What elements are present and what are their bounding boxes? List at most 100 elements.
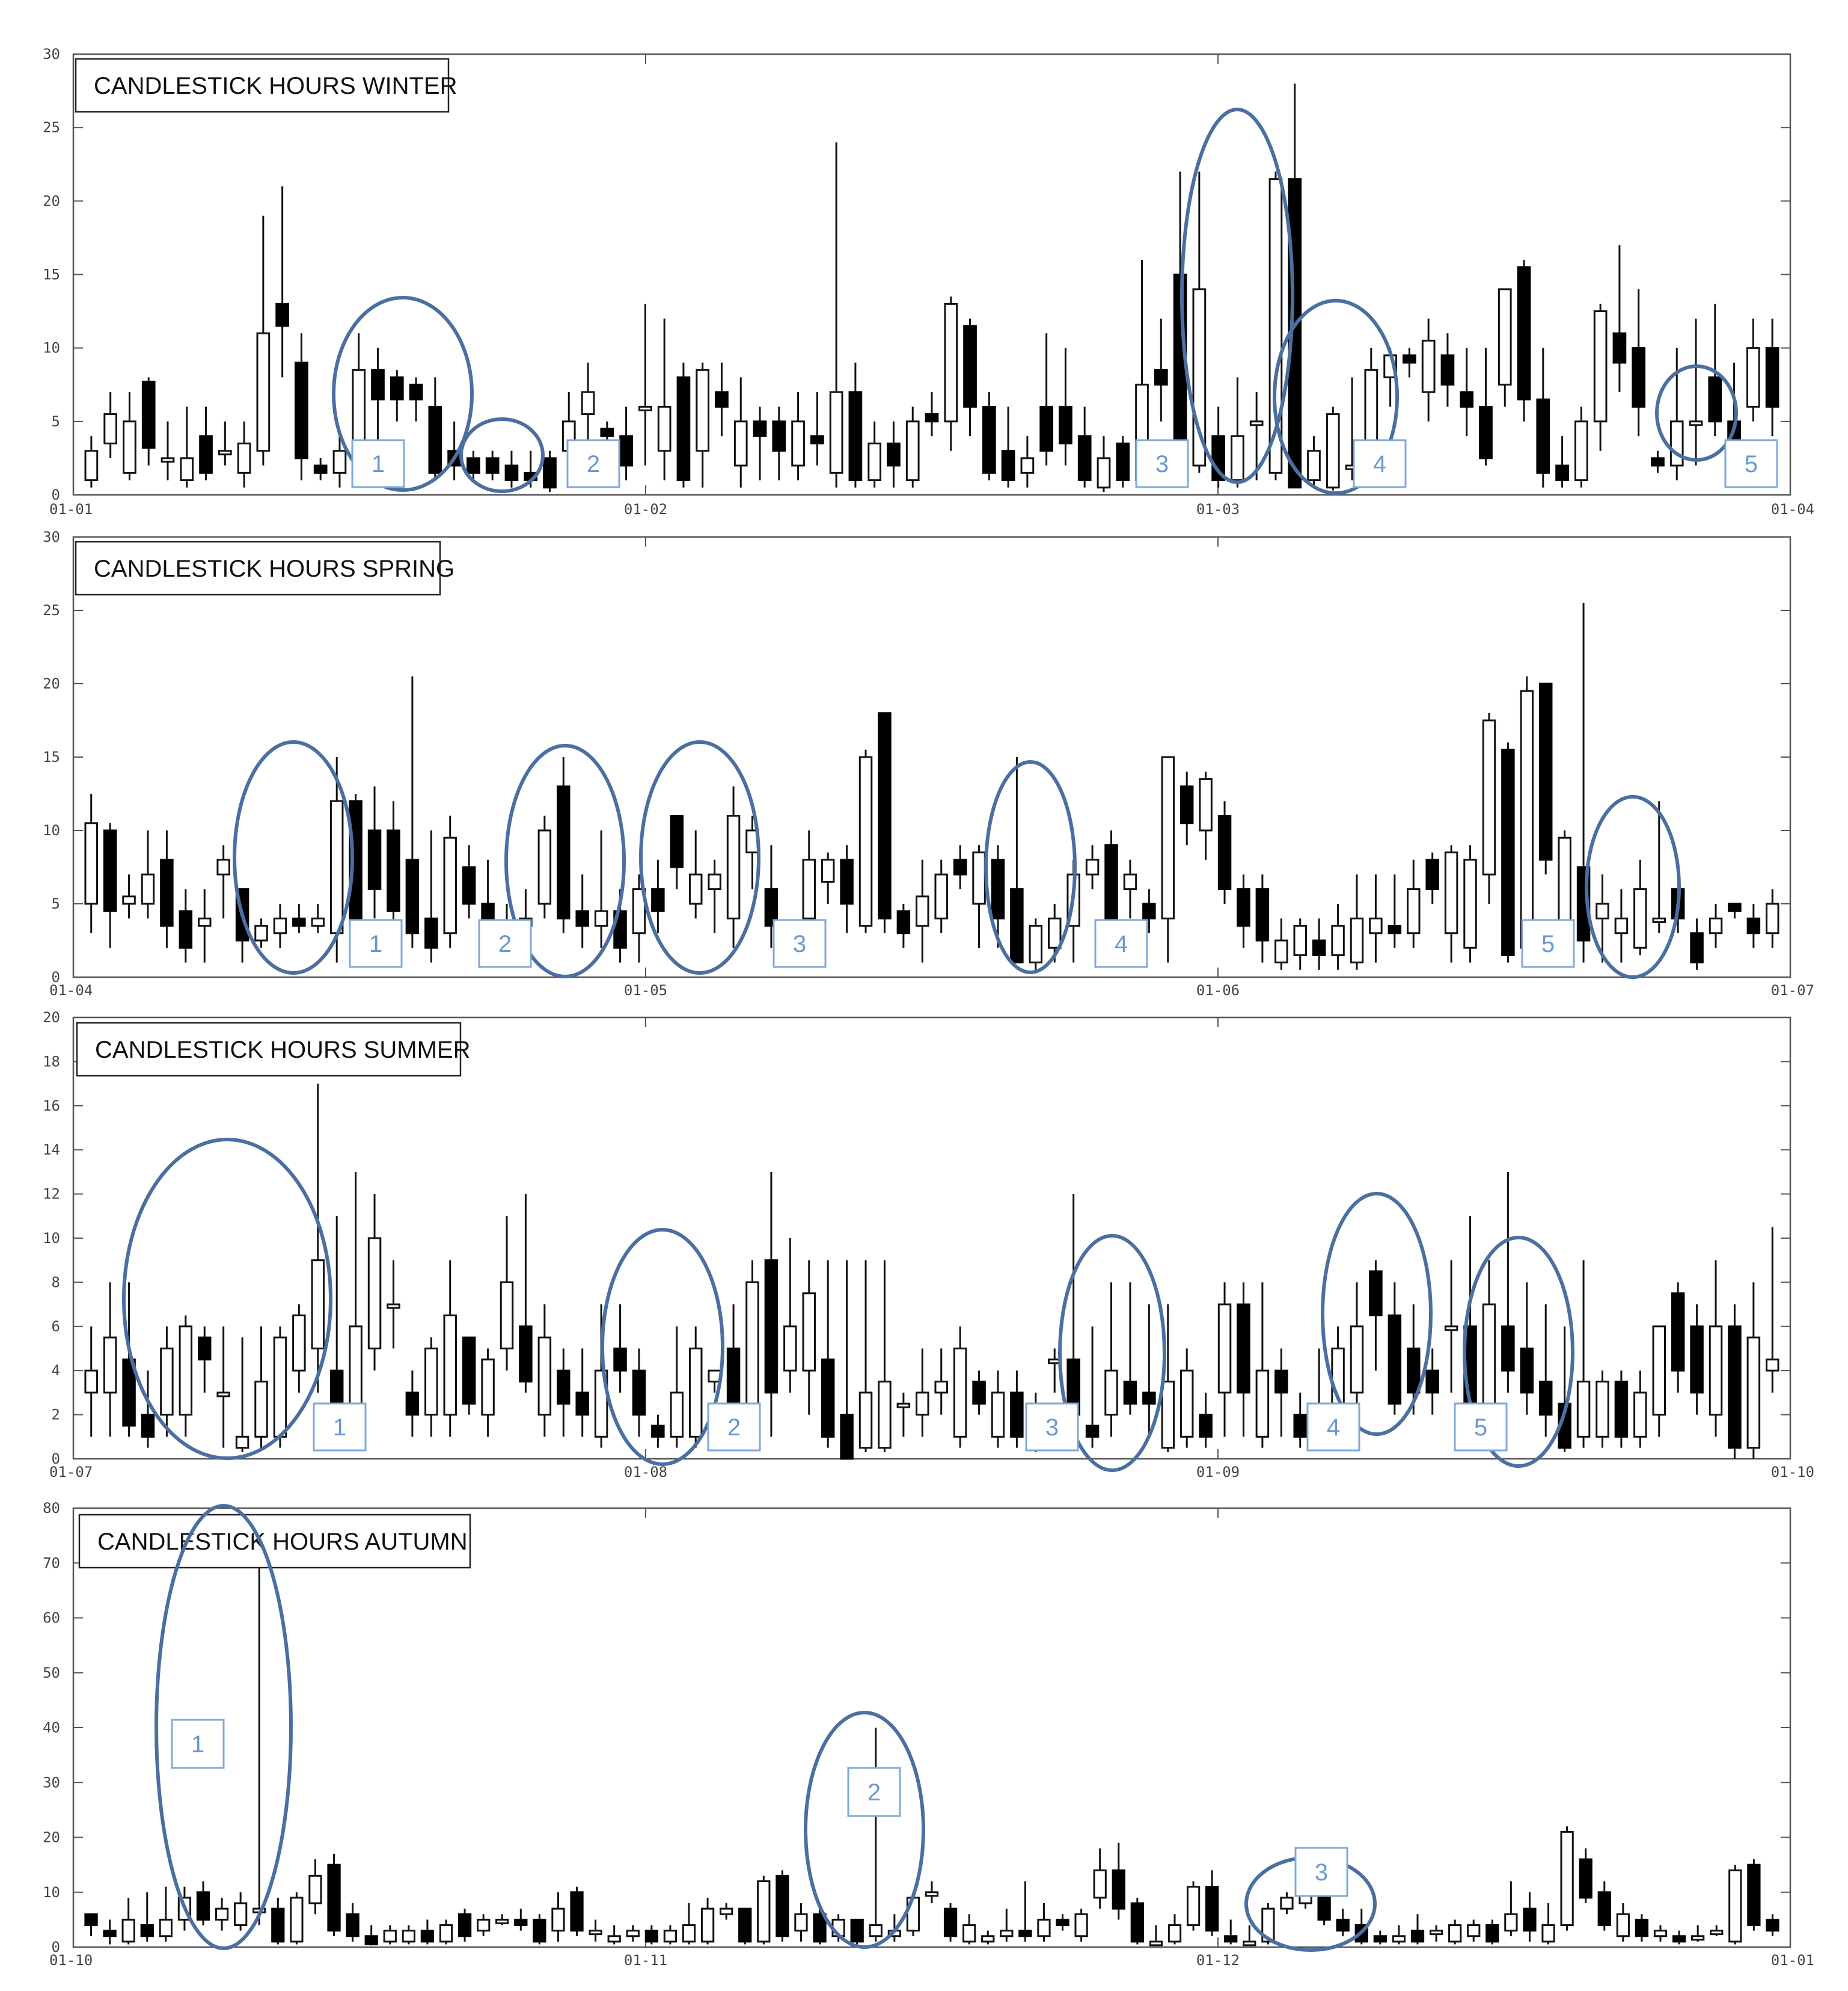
- spring-title-box: [75, 541, 441, 596]
- winter-title: CANDLESTICK HOURS WINTER: [94, 73, 457, 99]
- spring-candle-body: [1444, 851, 1458, 934]
- winter-candle-body: [1059, 405, 1072, 444]
- autumn-candle-body: [1392, 1935, 1406, 1943]
- winter-candle-body: [829, 391, 843, 474]
- winter-candle-body: [810, 435, 824, 444]
- autumn-candle-body: [1261, 1907, 1275, 1943]
- spring-ytick-label: 25: [43, 602, 60, 619]
- spring-candle-body: [972, 851, 986, 905]
- winter-candle-body: [867, 442, 882, 482]
- winter-candle-body: [1116, 442, 1130, 482]
- summer-candle-body: [1085, 1425, 1100, 1438]
- spring-candle-body: [1048, 917, 1062, 949]
- autumn-candle-body: [290, 1897, 304, 1943]
- spring-candle-body: [1746, 917, 1761, 934]
- winter-candle-body: [467, 457, 480, 474]
- winter-candle-body: [1651, 457, 1665, 467]
- spring-candle-body: [1558, 836, 1571, 934]
- winter-candle-body: [791, 420, 805, 467]
- summer-candle-body: [688, 1348, 703, 1438]
- winter-candle-body: [676, 376, 691, 482]
- summer-candle-body: [292, 1314, 306, 1372]
- winter-candle-body: [256, 332, 271, 452]
- winter-xtick-label: 01-02: [624, 501, 667, 518]
- winter-candle-body: [1403, 354, 1416, 364]
- spring-xtick-label: 01-05: [624, 982, 667, 999]
- summer-candle-body: [141, 1414, 155, 1438]
- autumn-candle-body: [682, 1924, 696, 1943]
- summer-candle-body: [424, 1348, 438, 1416]
- summer-candle-body: [1576, 1381, 1591, 1438]
- spring-candle-body: [179, 910, 193, 949]
- spring-highlight-ellipse: [639, 740, 760, 975]
- winter-xtick-label: 01-01: [49, 501, 93, 518]
- winter-marker-box: [1135, 439, 1189, 488]
- summer-candle-body: [103, 1336, 117, 1394]
- autumn-candle-body: [757, 1880, 771, 1943]
- winter-candle-body: [1746, 347, 1760, 408]
- summer-candle-body: [1690, 1325, 1704, 1394]
- autumn-marker-label: 1: [191, 1731, 204, 1758]
- summer-candle-body: [802, 1292, 816, 1372]
- summer-candle-body: [216, 1391, 230, 1397]
- winter-candle-body: [1326, 413, 1340, 489]
- autumn-candle-body: [1093, 1869, 1107, 1899]
- spring-candle-body: [594, 910, 608, 927]
- autumn-candle-body: [551, 1907, 565, 1932]
- autumn-candle-body: [1410, 1930, 1425, 1943]
- autumn-marker-box: [847, 1767, 901, 1817]
- autumn-candle-body: [271, 1907, 285, 1943]
- autumn-candle-body: [1691, 1935, 1705, 1941]
- spring-highlight-ellipse: [984, 760, 1077, 974]
- summer-candle-body: [858, 1391, 873, 1449]
- autumn-candle-body: [533, 1918, 546, 1943]
- summer-candle-body: [972, 1381, 986, 1405]
- spring-candle-body: [254, 925, 268, 942]
- autumn-candle-body: [1373, 1935, 1387, 1943]
- autumn-title-box: [78, 1514, 471, 1569]
- summer-candle-body: [311, 1259, 325, 1349]
- summer-candle-body: [537, 1336, 552, 1416]
- winter-candle-body: [848, 391, 863, 482]
- autumn-candle-body: [644, 1930, 658, 1943]
- summer-marker-label: 5: [1474, 1414, 1487, 1441]
- summer-ytick-label: 10: [43, 1230, 60, 1247]
- spring-candle-body: [405, 859, 420, 934]
- autumn-candle-body: [1485, 1924, 1499, 1943]
- winter-candle-body: [1669, 420, 1684, 467]
- winter-candle-body: [619, 435, 633, 467]
- winter-candle-body: [581, 391, 595, 416]
- spring-xtick-label: 01-04: [49, 982, 93, 999]
- summer-candle-body: [462, 1336, 476, 1405]
- autumn-candle-body: [1243, 1940, 1256, 1947]
- winter-candle-body: [1765, 347, 1779, 408]
- summer-candle-body: [878, 1381, 892, 1449]
- spring-candle-body: [708, 873, 721, 891]
- summer-ytick-label: 16: [43, 1097, 60, 1114]
- winter-xtick-label: 01-04: [1771, 501, 1814, 518]
- winter-candle-body: [1231, 435, 1244, 482]
- spring-candle-body: [1463, 859, 1477, 949]
- spring-marker-label: 2: [498, 931, 512, 957]
- autumn-candle-body: [1710, 1930, 1724, 1936]
- autumn-candle-body: [1504, 1913, 1518, 1932]
- spring-candle-body: [1520, 690, 1534, 949]
- autumn-candle-body: [1130, 1902, 1144, 1943]
- spring-candle-body: [1614, 917, 1629, 934]
- spring-candle-body: [632, 888, 646, 934]
- spring-marker-box: [773, 919, 827, 968]
- autumn-candle-body: [1224, 1935, 1238, 1943]
- winter-candle-body: [1077, 435, 1092, 482]
- spring-candle-body: [1388, 925, 1402, 934]
- autumn-ytick-label: 70: [43, 1554, 60, 1571]
- autumn-candle-body: [1523, 1907, 1537, 1932]
- winter-candle-body: [772, 420, 786, 452]
- spring-candle-body: [840, 859, 854, 905]
- spring-candle-body: [575, 910, 589, 927]
- winter-candle-body: [1612, 332, 1627, 364]
- summer-candle-body: [1652, 1325, 1666, 1416]
- autumn-candle-body: [1186, 1886, 1201, 1926]
- winter-candle-body: [1268, 178, 1283, 474]
- summer-ytick-label: 12: [43, 1186, 60, 1203]
- summer-candle-body: [500, 1281, 514, 1349]
